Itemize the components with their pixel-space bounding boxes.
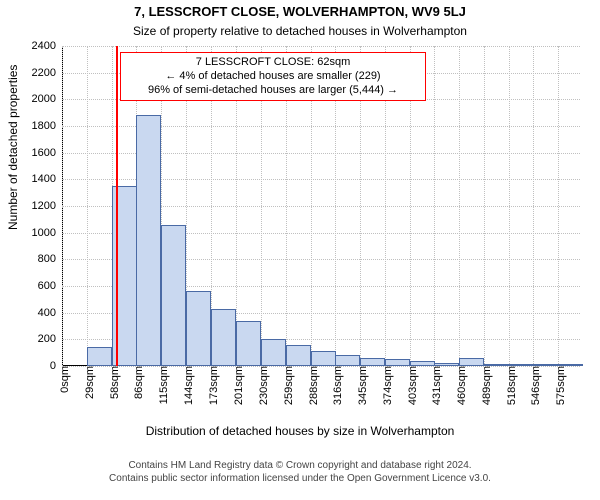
x-tick-label: 345sqm (351, 366, 369, 405)
histogram-bar (459, 358, 484, 366)
y-tick-label: 1800 (32, 120, 62, 132)
histogram-bar (136, 115, 161, 366)
x-tick-label: 58sqm (103, 366, 121, 399)
histogram-bar (286, 345, 311, 366)
histogram-bar (211, 309, 236, 366)
gridline-h (62, 46, 580, 47)
histogram-bar (186, 291, 211, 366)
x-tick-label: 374sqm (376, 366, 394, 405)
y-axis-label: Number of detached properties (6, 65, 20, 230)
gridline-v (484, 46, 485, 366)
histogram-bar (311, 351, 336, 366)
gridline-v (434, 46, 435, 366)
x-tick-label: 431sqm (425, 366, 443, 405)
y-tick-label: 800 (38, 253, 62, 265)
x-tick-label: 288sqm (302, 366, 320, 405)
histogram-bar (434, 363, 459, 366)
gridline-v (558, 46, 559, 366)
gridline-v (62, 46, 63, 366)
x-tick-label: 173sqm (202, 366, 220, 405)
histogram-bar (509, 364, 534, 366)
histogram-bar (161, 225, 186, 366)
gridline-v (533, 46, 534, 366)
y-tick-label: 600 (38, 280, 62, 292)
y-tick-label: 2200 (32, 67, 62, 79)
x-tick-label: 575sqm (549, 366, 567, 405)
footer-line: Contains public sector information licen… (0, 473, 600, 486)
chart-title-main: 7, LESSCROFT CLOSE, WOLVERHAMPTON, WV9 5… (0, 4, 600, 19)
footer-line: Contains HM Land Registry data © Crown c… (0, 460, 600, 473)
y-tick-label: 400 (38, 307, 62, 319)
x-axis-label: Distribution of detached houses by size … (0, 424, 600, 438)
y-tick-label: 2400 (32, 40, 62, 52)
annotation-line: ← 4% of detached houses are smaller (229… (129, 70, 417, 84)
histogram-bar (261, 339, 286, 366)
y-tick-label: 200 (38, 333, 62, 345)
histogram-bar (484, 364, 509, 366)
x-tick-label: 230sqm (252, 366, 270, 405)
x-tick-label: 460sqm (450, 366, 468, 405)
histogram-bar (558, 364, 583, 366)
footer-attribution: Contains HM Land Registry data © Crown c… (0, 460, 600, 485)
marker-line (116, 46, 118, 366)
annotation-line: 7 LESSCROFT CLOSE: 62sqm (129, 56, 417, 70)
histogram-bar (335, 355, 360, 366)
x-tick-label: 29sqm (78, 366, 96, 399)
histogram-bar (410, 361, 435, 366)
histogram-bar (236, 321, 261, 366)
y-tick-label: 2000 (32, 93, 62, 105)
x-tick-label: 86sqm (127, 366, 145, 399)
x-tick-label: 546sqm (524, 366, 542, 405)
gridline-v (459, 46, 460, 366)
histogram-bar (87, 347, 112, 366)
histogram-bar (385, 359, 410, 366)
x-tick-label: 0sqm (53, 366, 71, 393)
y-tick-label: 1400 (32, 173, 62, 185)
y-tick-label: 1200 (32, 200, 62, 212)
y-tick-label: 1000 (32, 227, 62, 239)
annotation-box: 7 LESSCROFT CLOSE: 62sqm ← 4% of detache… (120, 52, 426, 101)
x-tick-label: 259sqm (277, 366, 295, 405)
chart-container: { "chart": { "type": "histogram", "title… (0, 0, 600, 500)
x-tick-label: 403sqm (401, 366, 419, 405)
chart-title-sub: Size of property relative to detached ho… (0, 24, 600, 38)
x-tick-label: 489sqm (475, 366, 493, 405)
x-tick-label: 144sqm (177, 366, 195, 405)
x-tick-label: 316sqm (326, 366, 344, 405)
x-tick-label: 115sqm (152, 366, 170, 404)
gridline-v (509, 46, 510, 366)
histogram-bar (360, 358, 385, 366)
x-tick-label: 518sqm (500, 366, 518, 405)
annotation-line: 96% of semi-detached houses are larger (… (129, 84, 417, 98)
y-tick-label: 1600 (32, 147, 62, 159)
gridline-v (87, 46, 88, 366)
x-tick-label: 201sqm (227, 366, 245, 405)
histogram-bar (533, 364, 558, 366)
